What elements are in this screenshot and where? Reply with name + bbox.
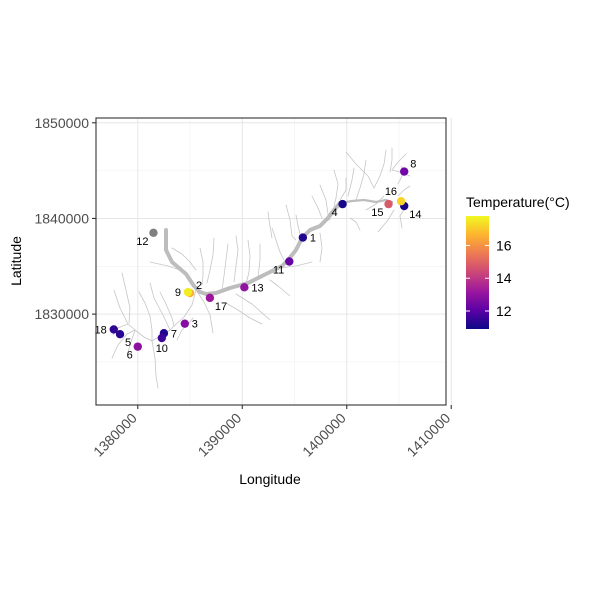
site-point-3 xyxy=(180,319,190,328)
tributary xyxy=(269,279,291,297)
legend-ticks: 12 14 16 xyxy=(466,237,512,319)
site-label-8: 8 xyxy=(410,159,416,171)
legend: Temperature(°C) 12 14 16 xyxy=(466,194,570,329)
tributary xyxy=(349,217,361,231)
site-label-12: 12 xyxy=(136,236,148,248)
x-tick-label: 1390000 xyxy=(195,410,245,460)
panel-border xyxy=(95,117,447,406)
tributary xyxy=(391,153,407,171)
x-tick-label: 1410000 xyxy=(403,410,453,460)
tributary xyxy=(355,159,367,201)
tributary xyxy=(173,289,197,327)
y-axis-title: Latitude xyxy=(8,236,24,286)
site-label-9: 9 xyxy=(175,287,181,299)
tributary xyxy=(159,291,175,327)
tributary xyxy=(138,291,153,342)
legend-tick-label: 12 xyxy=(496,303,512,319)
tributary xyxy=(113,289,129,325)
tributary xyxy=(311,195,323,219)
tributary xyxy=(257,243,261,279)
tributary xyxy=(151,340,159,389)
data-points xyxy=(109,167,409,351)
mainstem xyxy=(164,201,342,296)
y-tick-label: 1830000 xyxy=(34,306,89,322)
tributary xyxy=(339,177,347,201)
site-label-14: 14 xyxy=(409,209,421,221)
site-point-4 xyxy=(338,199,347,209)
site-point-10 xyxy=(157,333,167,343)
site-point-13 xyxy=(240,283,249,292)
site-label-1: 1 xyxy=(310,233,316,245)
tributary xyxy=(267,211,273,239)
tributary xyxy=(233,235,239,283)
site-point-12 xyxy=(149,228,158,237)
tributary xyxy=(195,289,214,334)
site-label-15: 15 xyxy=(371,207,383,219)
site-point-1 xyxy=(298,233,308,242)
x-tick-label: 1400000 xyxy=(299,410,349,460)
tributary xyxy=(221,243,229,291)
tributary xyxy=(333,169,339,207)
site-label-6: 6 xyxy=(127,350,133,362)
tributary xyxy=(365,195,385,211)
site-label-11: 11 xyxy=(273,265,284,277)
grid xyxy=(96,118,452,405)
site-label-16: 16 xyxy=(385,186,397,198)
site-point-5 xyxy=(115,330,125,339)
tributary xyxy=(373,149,387,189)
tributary xyxy=(347,167,355,197)
tributary xyxy=(279,261,313,269)
legend-colorbar xyxy=(466,216,489,329)
site-label-4: 4 xyxy=(331,207,337,219)
site-label-17: 17 xyxy=(215,301,227,313)
site-point-17 xyxy=(205,293,215,303)
tributary xyxy=(345,151,375,189)
site-label-3: 3 xyxy=(192,319,198,331)
stream-network xyxy=(111,147,411,389)
tributary xyxy=(295,214,301,235)
tributary xyxy=(225,302,263,325)
legend-tick-label: 14 xyxy=(496,270,512,286)
tributary xyxy=(121,272,131,324)
tributary xyxy=(127,329,136,353)
site-label-5: 5 xyxy=(125,337,131,349)
tributary xyxy=(199,247,204,286)
site-point-18 xyxy=(109,325,118,334)
tributary xyxy=(319,232,323,263)
tributary xyxy=(397,185,411,197)
site-point-16 xyxy=(396,197,406,206)
x-tick-label: 1380000 xyxy=(90,410,140,460)
tributary xyxy=(377,209,395,233)
tributary xyxy=(245,239,251,285)
site-label-18: 18 xyxy=(95,324,107,336)
tributary xyxy=(111,329,136,359)
tributary xyxy=(206,237,215,284)
site-label-7: 7 xyxy=(171,328,177,340)
site-label-2: 2 xyxy=(196,280,202,292)
y-tick-label: 1840000 xyxy=(34,210,89,226)
site-label-13: 13 xyxy=(251,282,263,294)
tributary xyxy=(389,147,393,173)
tributary xyxy=(171,247,197,271)
y-tick-label: 1850000 xyxy=(34,115,89,131)
tributary xyxy=(285,204,297,241)
site-label-10: 10 xyxy=(156,343,168,355)
site-point-9 xyxy=(183,287,193,297)
plot-panel xyxy=(96,118,446,405)
legend-title: Temperature(°C) xyxy=(466,194,570,210)
tributary xyxy=(271,227,285,261)
site-point-6 xyxy=(133,342,142,351)
site-point-15 xyxy=(384,199,393,209)
tributary xyxy=(235,293,271,321)
x-axis-title: Longitude xyxy=(239,471,301,487)
site-point-11 xyxy=(285,257,294,266)
site-point-8 xyxy=(400,167,409,176)
legend-tick-label: 16 xyxy=(496,237,512,253)
tributary xyxy=(127,323,153,342)
tributary xyxy=(149,261,181,271)
tributary xyxy=(149,282,171,331)
